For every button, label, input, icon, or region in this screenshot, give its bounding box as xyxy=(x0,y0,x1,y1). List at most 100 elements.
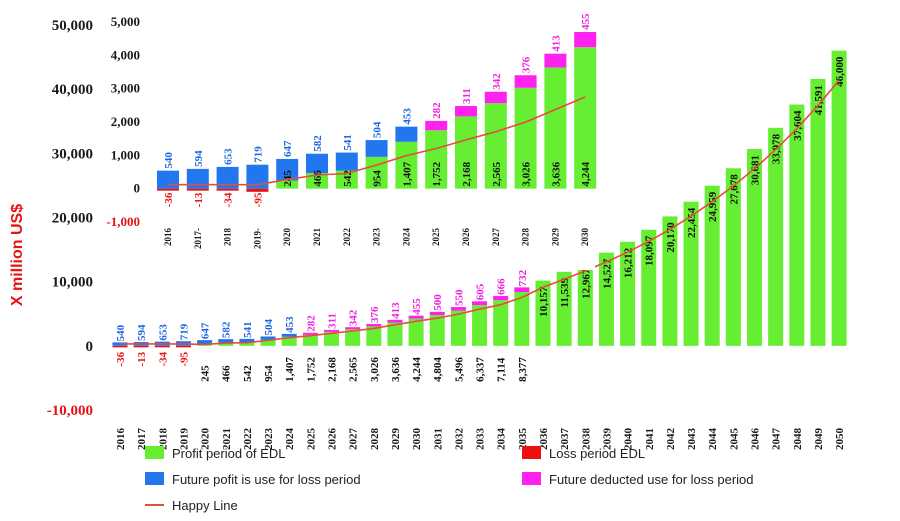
legend-item: Profit period of EDL xyxy=(145,446,285,461)
profit-bar xyxy=(747,148,762,346)
main-plot: -36 540 -13 594 -34 653 -95 719 245 647 466 582 542 5… xyxy=(112,50,847,382)
profit-value-label: 1,407 xyxy=(284,357,296,382)
inset-profit-value-label: -36 xyxy=(163,192,175,207)
legend-swatch xyxy=(145,446,164,459)
x-tick-label: 2034 xyxy=(496,428,508,451)
legend-item: Happy Line xyxy=(145,498,238,513)
future-value-label: 413 xyxy=(390,302,402,319)
future-value-label: 282 xyxy=(305,315,317,332)
profit-bar xyxy=(472,305,488,346)
inset-profit-value-label: 2,565 xyxy=(491,161,503,186)
x-tick-label: 2041 xyxy=(644,428,656,450)
main-y-axis: -10,000 0 10,000 20,000 30,000 40,000 50,000 20… xyxy=(47,18,846,450)
future-value-label: 500 xyxy=(432,294,444,311)
inset-x-tick-label: 2025 xyxy=(431,228,441,247)
profit-value-label: -13 xyxy=(136,351,148,366)
inset-future-value-label: 342 xyxy=(491,73,503,90)
inset-x-tick-label: 2023 xyxy=(372,228,382,247)
profit-value-label: -95 xyxy=(178,351,190,366)
inset-future-value-label: 455 xyxy=(580,13,592,30)
profit-value-label: 2,565 xyxy=(348,357,360,382)
inset-future-profit-bar xyxy=(276,158,299,181)
profit-value-label: 18,097 xyxy=(644,235,656,266)
profit-value-label: -36 xyxy=(115,351,127,366)
inset-deducted-bar xyxy=(514,75,537,88)
happy-line xyxy=(120,79,840,346)
inset-profit-value-label: 1,752 xyxy=(431,161,443,186)
inset-future-value-label: 582 xyxy=(312,135,324,152)
deducted-bar xyxy=(366,324,382,327)
loss-bar xyxy=(175,345,191,348)
y-tick-label: 30,000 xyxy=(52,146,93,162)
inset-future-value-label: 413 xyxy=(550,35,562,52)
profit-value-label: 954 xyxy=(263,365,275,382)
x-tick-label: 2050 xyxy=(834,428,846,451)
inset-future-profit-bar xyxy=(365,140,388,157)
inset-y-tick-label: 5,000 xyxy=(111,14,140,29)
legend-swatch xyxy=(522,446,541,459)
x-tick-label: 2031 xyxy=(432,428,444,450)
inset-profit-bar xyxy=(335,170,358,189)
deducted-bar xyxy=(493,295,509,301)
profit-bar xyxy=(810,78,826,346)
loss-bar xyxy=(112,345,128,348)
profit-bar xyxy=(429,315,445,346)
profit-bar xyxy=(662,216,678,346)
loss-bar xyxy=(154,345,170,348)
inset-future-value-label: 541 xyxy=(342,134,354,151)
inset-profit-bar xyxy=(306,173,328,189)
x-tick-label: 2019 xyxy=(178,428,190,451)
profit-value-label: 16,212 xyxy=(623,247,635,278)
profit-value-label: 5,496 xyxy=(453,357,465,382)
x-tick-label: 2029 xyxy=(390,428,402,451)
future-profit-bar xyxy=(239,338,255,343)
profit-value-label: 7,114 xyxy=(496,357,508,382)
x-tick-label: 2043 xyxy=(686,428,698,451)
x-tick-label: 2030 xyxy=(411,428,423,451)
profit-bar xyxy=(598,252,614,346)
profit-bar xyxy=(620,241,636,346)
x-tick-label: 2018 xyxy=(157,428,169,451)
legend-label: Happy Line xyxy=(172,498,238,513)
x-tick-label: 2045 xyxy=(728,428,740,451)
profit-value-label: 11,539 xyxy=(559,277,571,307)
profit-value-label: 12,967 xyxy=(580,268,592,299)
profit-value-label: 245 xyxy=(200,365,212,382)
future-value-label: 541 xyxy=(242,321,254,338)
inset-deducted-bar xyxy=(544,53,567,68)
inset-x-tick-label: 2028 xyxy=(521,228,531,247)
inset-future-profit-bar xyxy=(395,126,418,142)
inset-x-tick-label: 2027 xyxy=(491,228,501,247)
inset-profit-bar xyxy=(455,116,477,189)
y-tick-label: -10,000 xyxy=(47,403,93,419)
x-tick-label: 2020 xyxy=(200,428,212,451)
deducted-bar xyxy=(345,327,361,330)
inset-y-tick-label: 2,000 xyxy=(111,114,140,129)
profit-value-label: 37,604 xyxy=(792,110,804,141)
x-tick-label: 2021 xyxy=(221,428,233,450)
inset-future-profit-bar xyxy=(157,170,179,189)
inset-profit-bar xyxy=(574,47,597,189)
profit-bar xyxy=(281,336,297,346)
inset-deducted-bar xyxy=(484,91,507,104)
profit-bar xyxy=(577,262,593,346)
inset-future-value-label: 653 xyxy=(223,148,235,165)
inset-future-profit-bar xyxy=(216,166,239,189)
y-tick-label: 50,000 xyxy=(52,18,93,34)
deducted-bar xyxy=(408,315,424,319)
inset-x-tick-label: 2022 xyxy=(342,228,352,247)
future-value-label: 605 xyxy=(475,283,487,300)
inset-x-tick-label: 2017- xyxy=(193,228,203,249)
inset-future-value-label: 311 xyxy=(461,88,473,104)
inset-x-tick-label: 2021 xyxy=(312,228,322,247)
inset-profit-value-label: 466 xyxy=(312,170,324,187)
x-tick-label: 2028 xyxy=(369,428,381,451)
inset-x-tick-label: 2029 xyxy=(550,228,560,247)
inset-profit-value-label: -34 xyxy=(223,192,235,207)
profit-value-label: 30,681 xyxy=(750,155,762,185)
x-tick-label: 2017 xyxy=(136,428,148,451)
profit-value-label: 3,636 xyxy=(390,357,402,382)
inset-future-profit-bar xyxy=(186,168,209,189)
profit-bar xyxy=(450,310,466,346)
inset-deducted-bar xyxy=(574,32,597,48)
